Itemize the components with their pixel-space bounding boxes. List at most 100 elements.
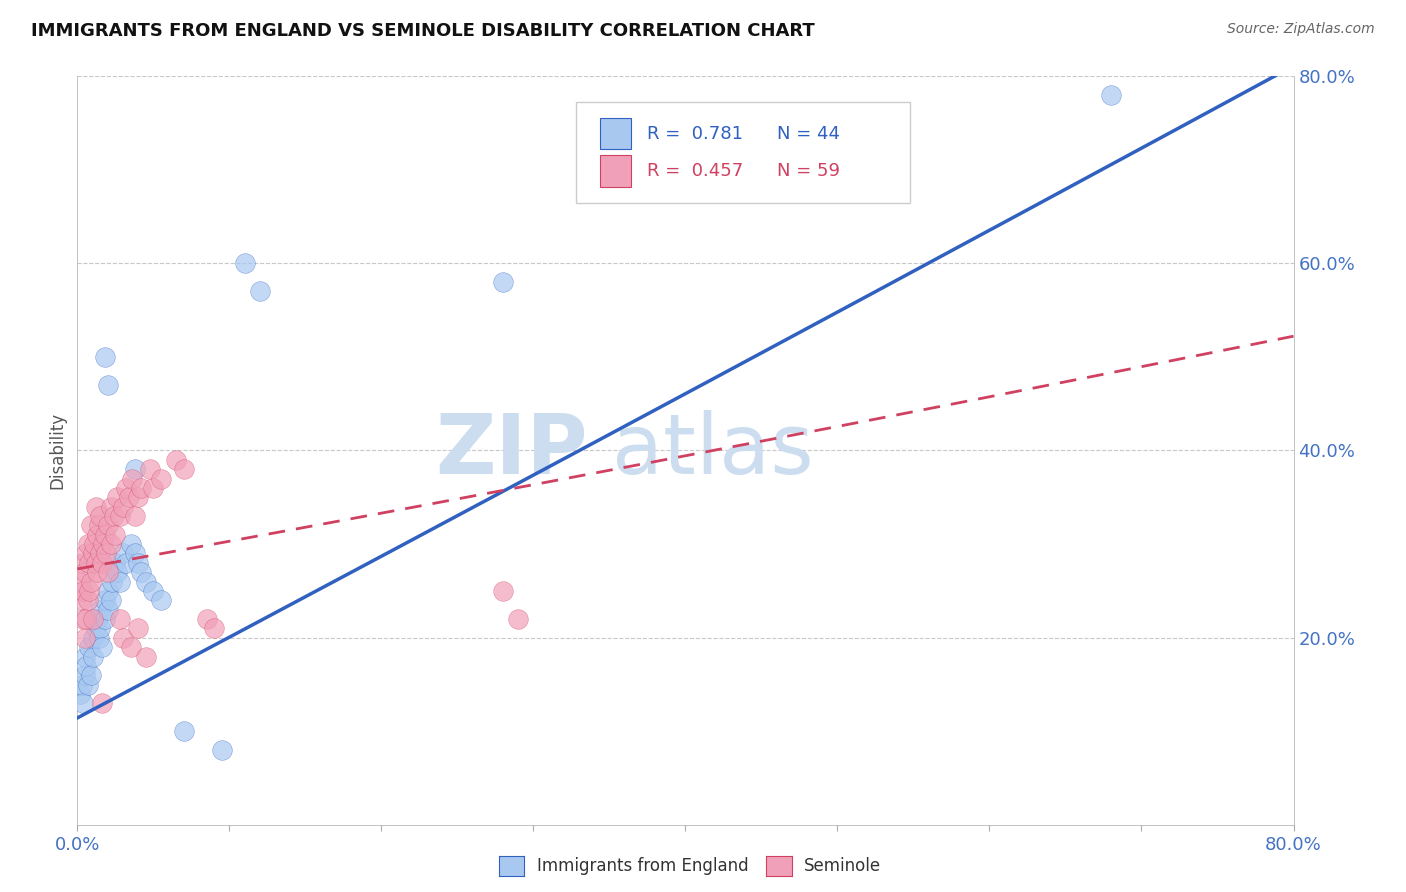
Point	[142, 481, 165, 495]
Point	[90, 696, 112, 710]
Point	[89, 603, 111, 617]
Point	[195, 612, 218, 626]
Point	[124, 546, 146, 561]
Point	[84, 621, 107, 635]
Point	[100, 537, 122, 551]
Point	[108, 612, 131, 626]
Bar	[600, 118, 631, 149]
Point	[165, 452, 187, 467]
Text: ZIP: ZIP	[436, 410, 588, 491]
Point	[84, 500, 107, 514]
FancyBboxPatch shape	[576, 102, 911, 203]
Point	[86, 566, 108, 580]
Point	[93, 350, 115, 364]
Point	[70, 556, 93, 570]
Point	[108, 508, 131, 523]
Text: atlas: atlas	[613, 410, 814, 491]
Point	[75, 612, 97, 626]
Point	[1099, 87, 1122, 102]
Point	[108, 574, 131, 589]
Point	[96, 546, 118, 561]
Point	[111, 546, 134, 561]
Point	[97, 566, 120, 580]
Point	[72, 612, 94, 626]
Point	[89, 621, 111, 635]
Point	[86, 612, 108, 626]
Point	[73, 649, 96, 664]
Point	[149, 471, 172, 485]
Point	[139, 462, 162, 476]
Point	[75, 658, 97, 673]
Point	[73, 631, 96, 645]
Point	[149, 593, 172, 607]
Point	[118, 491, 141, 505]
Point	[73, 566, 96, 580]
Bar	[600, 155, 631, 186]
Point	[211, 743, 233, 757]
Point	[79, 583, 101, 598]
Point	[80, 668, 103, 682]
Point	[72, 583, 94, 598]
Point	[105, 491, 128, 505]
Point	[89, 508, 111, 523]
Point	[73, 668, 96, 682]
Point	[104, 527, 127, 541]
Point	[84, 556, 107, 570]
Point	[233, 256, 256, 270]
Point	[77, 537, 100, 551]
Point	[202, 621, 225, 635]
Point	[492, 583, 515, 598]
Point	[127, 621, 149, 635]
Point	[97, 518, 120, 533]
Text: Seminole: Seminole	[804, 857, 882, 875]
Point	[249, 284, 271, 298]
Point	[77, 593, 100, 607]
Point	[82, 612, 104, 626]
Point	[79, 640, 101, 655]
Point	[83, 537, 105, 551]
Point	[120, 537, 142, 551]
Point	[70, 593, 93, 607]
Point	[103, 508, 125, 523]
Point	[124, 508, 146, 523]
Point	[72, 696, 94, 710]
Point	[120, 640, 142, 655]
Text: R =  0.457: R = 0.457	[647, 162, 742, 180]
Point	[173, 462, 195, 476]
Point	[90, 556, 112, 570]
Point	[100, 500, 122, 514]
Point	[104, 556, 127, 570]
Point	[115, 481, 138, 495]
Point	[129, 481, 152, 495]
Point	[97, 583, 120, 598]
Text: Immigrants from England: Immigrants from England	[537, 857, 749, 875]
Text: Source: ZipAtlas.com: Source: ZipAtlas.com	[1227, 22, 1375, 37]
Point	[86, 527, 108, 541]
Point	[121, 471, 143, 485]
Point	[80, 518, 103, 533]
Point	[82, 631, 104, 645]
Point	[127, 556, 149, 570]
Point	[124, 462, 146, 476]
Point	[82, 546, 104, 561]
Point	[69, 687, 91, 701]
Point	[173, 724, 195, 739]
Point	[111, 631, 134, 645]
Point	[93, 527, 115, 541]
Point	[91, 537, 114, 551]
Text: R =  0.781: R = 0.781	[647, 125, 742, 143]
Point	[93, 593, 115, 607]
Text: N = 59: N = 59	[776, 162, 839, 180]
Text: IMMIGRANTS FROM ENGLAND VS SEMINOLE DISABILITY CORRELATION CHART: IMMIGRANTS FROM ENGLAND VS SEMINOLE DISA…	[31, 22, 814, 40]
Point	[135, 649, 157, 664]
Y-axis label: Disability: Disability	[48, 412, 66, 489]
Point	[100, 593, 122, 607]
Point	[111, 500, 134, 514]
Point	[508, 612, 530, 626]
Text: N = 44: N = 44	[776, 125, 839, 143]
Point	[82, 649, 104, 664]
Point	[97, 603, 120, 617]
Point	[69, 574, 91, 589]
Point	[135, 574, 157, 589]
Point	[101, 574, 124, 589]
